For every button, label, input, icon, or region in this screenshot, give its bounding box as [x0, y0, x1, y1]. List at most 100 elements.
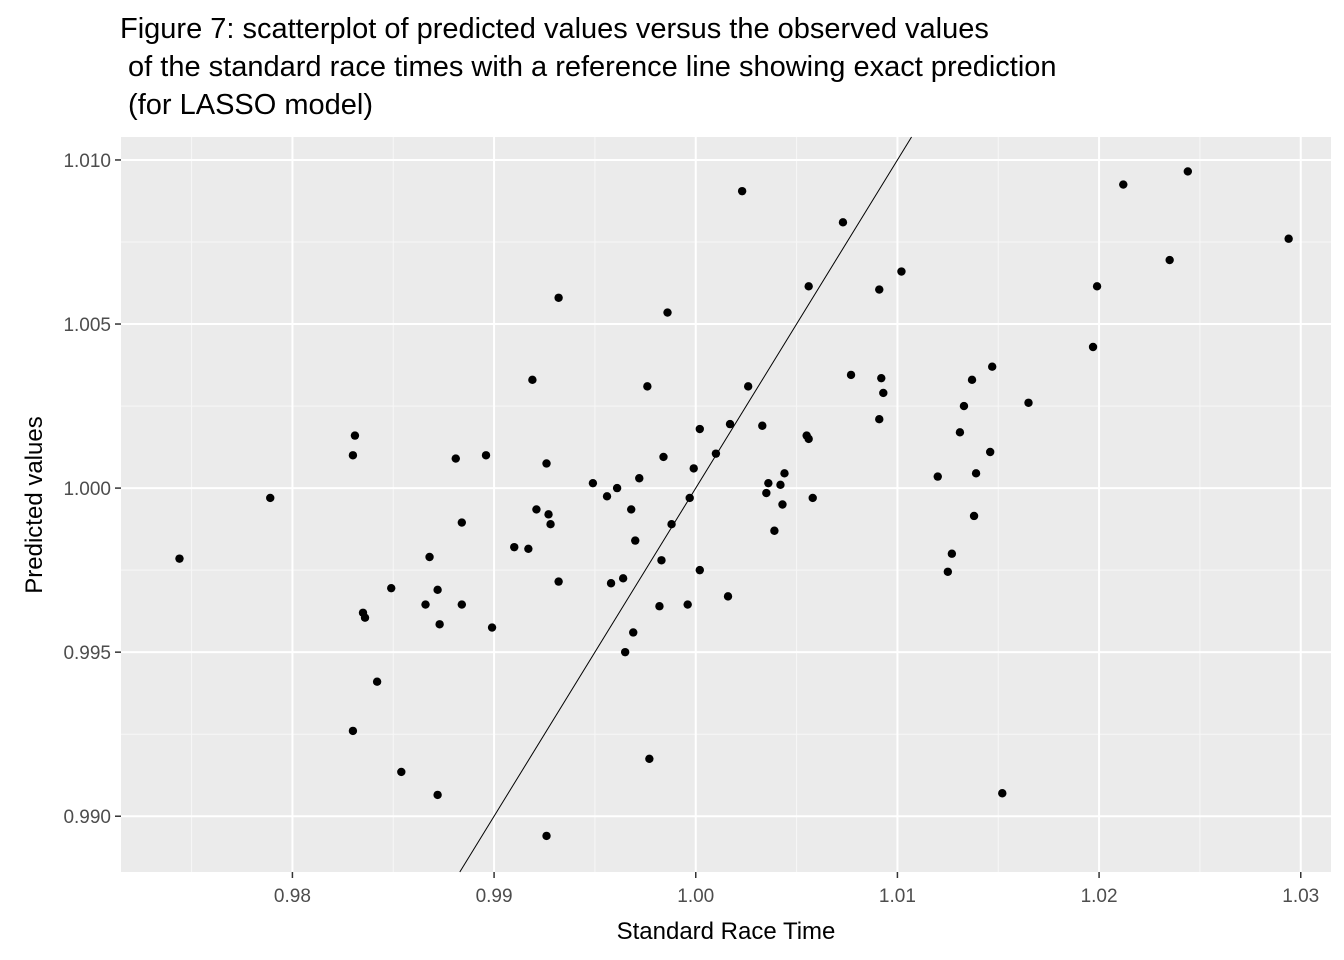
data-point: [655, 602, 664, 611]
points-layer: [175, 167, 1293, 841]
data-point: [510, 542, 519, 552]
data-point: [897, 267, 906, 276]
data-point: [435, 620, 444, 629]
data-point: [780, 469, 789, 478]
data-point: [372, 677, 382, 686]
data-point: [542, 831, 551, 841]
y-axis-title: Predicted values: [21, 416, 48, 593]
data-point: [955, 428, 965, 437]
data-point: [685, 493, 694, 503]
data-point: [667, 519, 676, 529]
axis-ticks: [115, 159, 1302, 878]
data-point: [969, 511, 979, 521]
data-point: [645, 754, 654, 763]
data-point: [967, 375, 977, 385]
data-point: [487, 623, 497, 632]
data-point: [606, 579, 616, 588]
data-point: [770, 526, 779, 535]
data-point: [612, 483, 622, 493]
data-point: [387, 583, 396, 593]
data-point: [397, 767, 406, 777]
data-point: [1165, 255, 1174, 265]
data-point: [554, 293, 563, 302]
data-point: [620, 647, 630, 657]
data-point: [657, 556, 666, 565]
data-point: [1119, 180, 1128, 189]
data-point: [360, 613, 370, 622]
data-point: [348, 726, 358, 736]
x-tick-label: 1.03: [1282, 886, 1319, 907]
data-point: [875, 285, 884, 294]
data-point: [1024, 398, 1033, 407]
data-point: [879, 388, 888, 398]
reference-line-layer: [459, 136, 912, 873]
reference-line: [459, 136, 912, 873]
data-point: [1088, 342, 1098, 352]
data-point: [804, 434, 813, 444]
data-point: [544, 510, 553, 519]
y-tick-label: 1.000: [63, 479, 111, 500]
data-point: [433, 585, 442, 595]
data-point: [695, 424, 704, 434]
data-point: [627, 505, 636, 514]
data-point: [1183, 167, 1193, 176]
data-point: [711, 449, 721, 458]
data-point: [846, 370, 856, 380]
x-tick-label: 1.01: [879, 886, 916, 907]
data-point: [985, 447, 995, 457]
data-point: [663, 308, 672, 317]
data-point: [481, 451, 491, 460]
data-point: [528, 375, 537, 385]
y-tick-label: 1.010: [63, 151, 111, 172]
data-point: [743, 382, 753, 391]
data-point: [350, 431, 360, 440]
data-point: [998, 789, 1007, 798]
data-point: [348, 451, 358, 460]
data-point: [877, 373, 886, 383]
x-axis-title: Standard Race Time: [617, 918, 836, 945]
data-point: [635, 474, 644, 483]
data-point: [723, 592, 733, 601]
data-point: [683, 600, 692, 609]
major-gridlines: [121, 137, 1331, 872]
data-point: [554, 577, 563, 586]
data-point: [457, 518, 467, 527]
data-point: [542, 459, 551, 468]
data-point: [457, 600, 467, 609]
data-point: [546, 519, 555, 529]
data-point: [758, 421, 767, 430]
y-tick-label: 0.995: [63, 643, 111, 664]
y-tick-label: 0.990: [63, 807, 111, 828]
x-tick-label: 1.02: [1081, 886, 1118, 907]
data-point: [588, 478, 598, 488]
x-tick-label: 0.99: [476, 886, 513, 907]
data-point: [988, 362, 997, 371]
data-point: [532, 505, 541, 514]
data-point: [762, 488, 771, 498]
data-point: [618, 574, 628, 583]
x-tick-label: 0.98: [274, 886, 311, 907]
data-point: [804, 282, 813, 291]
data-point: [1284, 234, 1293, 243]
chart-title: Figure 7: scatterplot of predicted value…: [120, 13, 1057, 121]
data-point: [778, 500, 787, 509]
data-point: [524, 544, 533, 553]
data-point: [631, 536, 640, 545]
x-tick-labels: 0.98 0.99 1.00 1.01 1.02 1.03: [274, 886, 1319, 907]
data-point: [1092, 282, 1102, 291]
y-tick-label: 1.005: [63, 315, 111, 336]
data-point: [737, 186, 747, 196]
y-tick-labels: 0.990 0.995 1.000 1.005 1.010: [63, 151, 111, 828]
data-point: [764, 478, 773, 488]
data-point: [725, 419, 735, 429]
data-point: [933, 472, 942, 481]
data-point: [689, 464, 698, 473]
data-point: [875, 414, 884, 424]
data-point: [643, 382, 652, 391]
data-point: [451, 454, 460, 463]
data-point: [695, 565, 704, 575]
data-point: [175, 554, 184, 563]
data-point: [947, 549, 957, 558]
plot-panel: [121, 137, 1331, 872]
